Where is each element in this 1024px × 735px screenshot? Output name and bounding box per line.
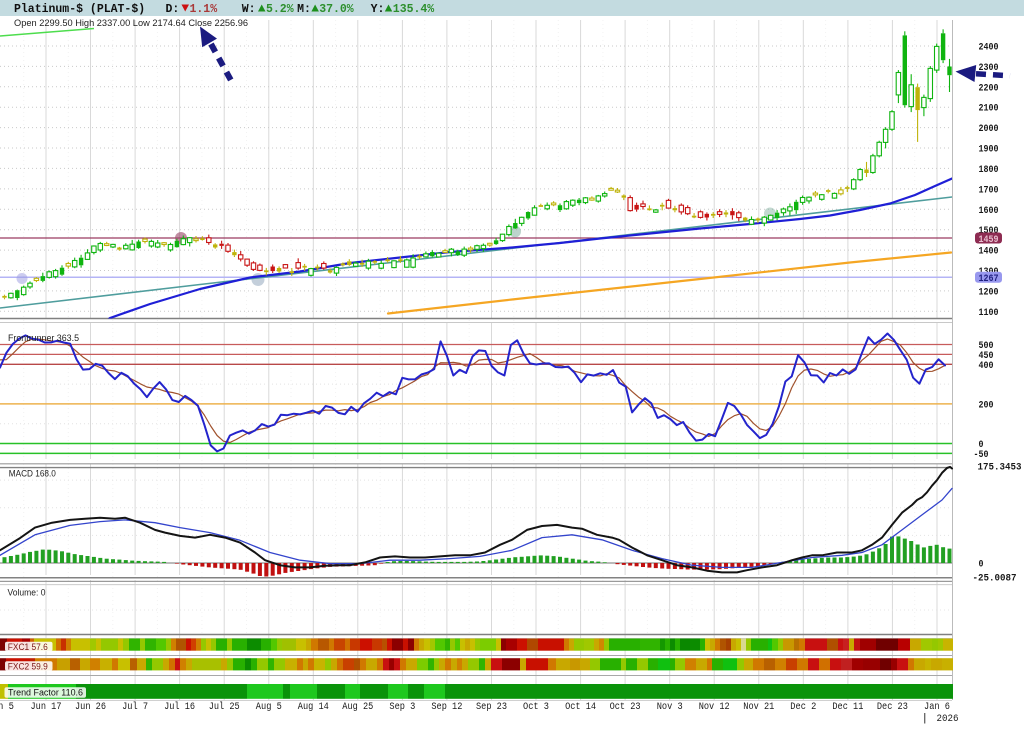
svg-text:2200: 2200 [979, 83, 999, 94]
svg-text:2026: 2026 [937, 713, 959, 725]
svg-text:Volume: 0: Volume: 0 [8, 587, 46, 598]
svg-text:175.3453: 175.3453 [978, 463, 1022, 474]
svg-text:Dec 11: Dec 11 [832, 701, 863, 713]
svg-text:-25.0087: -25.0087 [973, 574, 1017, 585]
svg-text:2400: 2400 [979, 43, 999, 54]
svg-text:MACD 168.0: MACD 168.0 [9, 469, 56, 480]
svg-text:1900: 1900 [979, 145, 999, 156]
svg-text:1267: 1267 [979, 274, 999, 285]
svg-text:1500: 1500 [979, 226, 999, 237]
svg-text:Nov 12: Nov 12 [699, 701, 730, 713]
svg-text:n 5: n 5 [0, 701, 14, 713]
svg-text:1700: 1700 [979, 185, 999, 196]
svg-text:Jun 26: Jun 26 [75, 701, 106, 713]
svg-text:500: 500 [979, 341, 994, 352]
svg-text:1459: 1459 [979, 235, 999, 246]
svg-text:FXC2 59.9: FXC2 59.9 [8, 661, 48, 671]
svg-text:1100: 1100 [979, 308, 999, 319]
svg-text:Oct 23: Oct 23 [610, 701, 641, 713]
svg-text:5.2%: 5.2% [266, 3, 294, 16]
svg-text:W:: W: [242, 3, 256, 16]
svg-text:D:: D: [166, 3, 180, 16]
svg-text:Jan 6: Jan 6 [924, 701, 950, 713]
svg-text:Y:: Y: [371, 3, 385, 16]
svg-text:Trend Factor 110.6: Trend Factor 110.6 [8, 687, 83, 697]
svg-text:Aug 25: Aug 25 [342, 701, 373, 713]
svg-text:Jun 17: Jun 17 [31, 701, 62, 713]
svg-text:1200: 1200 [979, 287, 999, 298]
svg-text:200: 200 [979, 400, 994, 411]
svg-text:Jul 25: Jul 25 [209, 701, 240, 713]
svg-text:Frontrunner 363.5: Frontrunner 363.5 [8, 333, 79, 344]
svg-text:1600: 1600 [979, 206, 999, 217]
svg-text:0: 0 [979, 440, 984, 451]
svg-text:450: 450 [979, 351, 994, 362]
svg-text:2300: 2300 [979, 63, 999, 74]
svg-text:1800: 1800 [979, 165, 999, 176]
svg-text:Jul 7: Jul 7 [122, 701, 148, 713]
svg-text:0: 0 [979, 560, 984, 571]
svg-text:-50: -50 [974, 450, 989, 461]
svg-text:Sep 23: Sep 23 [476, 701, 507, 713]
svg-text:M:: M: [297, 3, 311, 16]
svg-text:Jul 16: Jul 16 [164, 701, 195, 713]
svg-text:Nov 21: Nov 21 [743, 701, 774, 713]
svg-text:Platinum-$ (PLAT-$): Platinum-$ (PLAT-$) [14, 3, 145, 16]
svg-text:Dec 2: Dec 2 [790, 701, 816, 713]
svg-text:Aug 5: Aug 5 [256, 701, 282, 713]
svg-text:2000: 2000 [979, 124, 999, 135]
svg-text:FXC1 57.6: FXC1 57.6 [8, 642, 48, 652]
svg-text:135.4%: 135.4% [393, 3, 435, 16]
svg-text:1.1%: 1.1% [190, 3, 218, 16]
svg-text:Dec 23: Dec 23 [877, 701, 908, 713]
svg-text:Oct 14: Oct 14 [565, 701, 596, 713]
svg-text:Nov 3: Nov 3 [657, 701, 683, 713]
svg-text:Open 2299.50 High 2337.00 Lo: Open 2299.50 High 2337.00 Low 2174.64 Cl… [14, 18, 248, 29]
svg-text:Oct 3: Oct 3 [523, 701, 549, 713]
svg-text:Sep 12: Sep 12 [431, 701, 462, 713]
svg-text:400: 400 [979, 361, 994, 372]
svg-text:|: | [922, 713, 929, 725]
svg-text:Aug 14: Aug 14 [298, 701, 329, 713]
svg-text:37.0%: 37.0% [319, 3, 354, 16]
svg-text:Sep 3: Sep 3 [389, 701, 415, 713]
svg-text:1400: 1400 [979, 247, 999, 258]
svg-text:2100: 2100 [979, 104, 999, 115]
